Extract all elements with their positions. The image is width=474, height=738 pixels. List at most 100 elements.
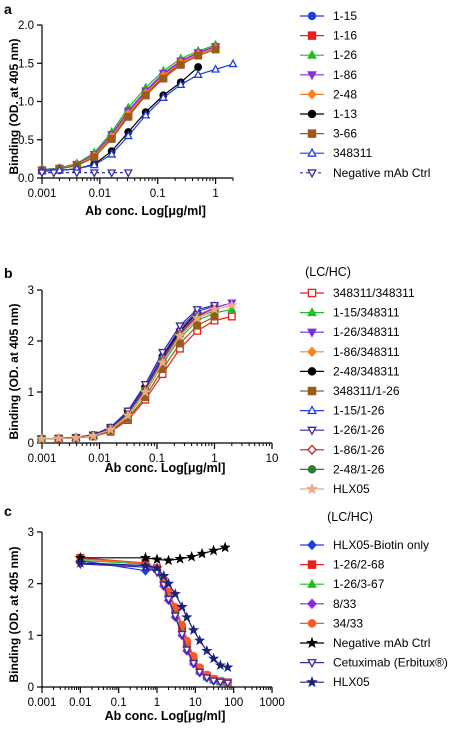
data-point: [196, 547, 208, 559]
data-point: [107, 149, 117, 158]
data-point: [174, 330, 186, 341]
data-point: [192, 306, 202, 315]
x-tick-label: 0.01: [69, 697, 91, 709]
legend-entry-negative-mab-ctrl: Negative mAb Ctrl: [300, 636, 430, 650]
data-point: [139, 559, 152, 571]
series-348311: [37, 58, 238, 175]
data-point: [219, 541, 231, 553]
series-line: [80, 557, 228, 683]
data-point: [158, 570, 170, 581]
x-tick-label: 1: [211, 453, 217, 465]
data-point: [105, 423, 117, 435]
data-point: [158, 365, 167, 373]
series-cetuximab-erbitux: [75, 560, 233, 689]
data-point: [182, 646, 192, 655]
data-point: [176, 601, 188, 612]
data-point: [189, 659, 199, 669]
data-point: [227, 312, 236, 321]
x-tick-label: 0.1: [149, 453, 165, 465]
legend-marker: [307, 560, 317, 569]
series-line: [41, 315, 232, 440]
legend-marker: [307, 49, 317, 59]
legend-entry-hlx05-biotin-only: HLX05-Biotin only: [300, 538, 429, 552]
data-point: [174, 553, 186, 564]
data-point: [141, 110, 151, 119]
legend-label: 3-66: [333, 127, 357, 141]
x-tick-label: 0.01: [88, 453, 110, 465]
legend-marker: [307, 109, 317, 119]
y-axis-label: Binding (OD. at 405 nm): [7, 38, 21, 174]
data-point: [170, 612, 180, 621]
legend-entry-1-86: 1-86: [300, 68, 357, 82]
data-point: [123, 169, 133, 178]
data-point: [209, 677, 219, 686]
legend-marker: [306, 676, 318, 688]
legend-entry-1-26-3-67: 1-26/3-67: [300, 577, 385, 591]
data-point: [214, 659, 226, 671]
legend-label: 1-16: [333, 29, 357, 43]
series-line: [41, 308, 232, 440]
legend: HLX05-Biotin only 1-26/2-68 1-26/3-67 8/33 3…: [300, 538, 448, 689]
legend-marker: [307, 31, 317, 40]
legend-label: 348311/1-26: [333, 384, 400, 398]
series-line: [41, 302, 232, 440]
series-line: [41, 304, 232, 440]
panel-label: c: [4, 503, 12, 519]
y-tick-label: 0.0: [18, 173, 34, 185]
legend-entry-348311-1-26: 348311/1-26: [300, 384, 400, 398]
legend-label: 8/33: [333, 597, 357, 611]
data-point: [151, 553, 163, 565]
series-348311-348311: [37, 312, 236, 443]
legend-label: HLX05: [333, 675, 370, 689]
legend-entry-1-26-1-26: 1-26/1-26: [300, 423, 385, 437]
data-point: [223, 679, 233, 689]
legend-label: 1-26/348311: [333, 325, 400, 339]
legend-label: Cetuximab (Erbitux®): [333, 656, 448, 670]
legend-entry-348311: 348311: [300, 146, 372, 160]
legend-marker: [306, 636, 318, 649]
legend-entry-cetuximab-erbitux: Cetuximab (Erbitux®): [300, 656, 448, 670]
data-point: [53, 432, 65, 444]
legend-marker: [306, 482, 318, 495]
legend-marker: [307, 147, 317, 157]
data-point: [157, 356, 169, 368]
y-tick-label: 1.0: [18, 97, 34, 109]
data-point: [158, 348, 168, 358]
legend-entry-2-48-1-26: 2-48/1-26: [300, 462, 385, 476]
x-tick-label: 0.1: [111, 697, 127, 709]
data-point: [201, 644, 213, 656]
data-point: [193, 321, 202, 330]
data-point: [215, 678, 225, 687]
x-tick-label: 0.01: [89, 188, 111, 200]
x-axis-label: Ab conc. Log[μg/ml]: [105, 461, 226, 475]
legend-marker: [307, 129, 317, 138]
legend-entry-1-86-348311: 1-86/348311: [300, 345, 400, 359]
y-tick-label: 0.5: [18, 135, 34, 147]
legend-marker: [307, 307, 317, 317]
legend-entry-1-26-2-68: 1-26/2-68: [300, 558, 385, 572]
legend-label: HLX05-Biotin only: [333, 538, 429, 552]
legend-label: 34/33: [333, 616, 363, 630]
legend-label: 2-48/348311: [333, 364, 400, 378]
legend-label: 1-15: [333, 9, 357, 23]
legend-marker: [307, 659, 317, 669]
data-point: [89, 159, 99, 169]
data-point: [194, 634, 206, 646]
legend-entry-1-86-1-26: 1-86/1-26: [300, 443, 385, 457]
legend-label: Negative mAb Ctrl: [333, 636, 430, 650]
x-tick-label: 10: [266, 453, 279, 465]
data-point: [139, 551, 152, 563]
legend-label: 1-15/1-26: [333, 404, 385, 418]
legend-label: 348311: [333, 146, 372, 160]
legend-marker: [307, 465, 317, 474]
x-tick-label: 10: [189, 697, 202, 709]
data-point: [186, 550, 198, 562]
data-point: [222, 661, 234, 673]
series-1-86: [37, 43, 221, 176]
series-negative-mab-ctrl: [74, 541, 231, 566]
legend-entry-hlx05: HLX05: [300, 482, 370, 496]
legend-marker: [307, 367, 317, 376]
x-axis-label: Ab conc. Log[μg/ml]: [105, 709, 226, 723]
data-point: [107, 135, 116, 143]
